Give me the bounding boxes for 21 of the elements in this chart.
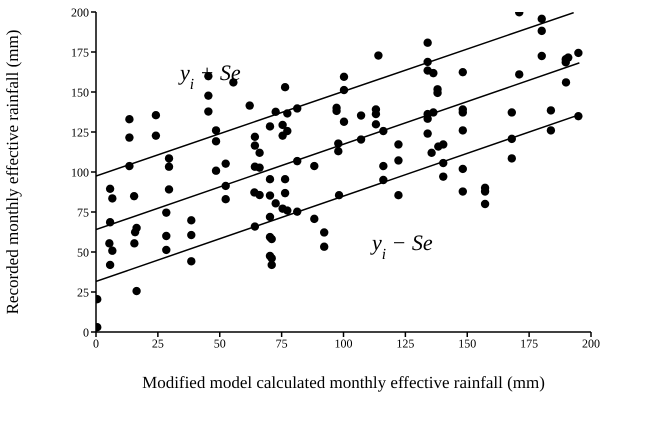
y-tick-label: 175	[71, 45, 89, 60]
y-tick-label: 75	[77, 205, 89, 220]
x-tick-label: 100	[334, 336, 352, 351]
y-tick-label: 0	[83, 325, 89, 340]
annotation: y$_{i}$ − Se	[370, 230, 433, 262]
x-tick-label: 75	[276, 336, 288, 351]
y-axis-title: Recorded monthly effective rainfall (mm)	[3, 30, 22, 314]
x-tick-label: 50	[214, 336, 226, 351]
y-tick-label: 125	[71, 125, 89, 140]
x-tick-label: 125	[396, 336, 414, 351]
y-tick-label: 100	[71, 165, 89, 180]
y-tick-label: 200	[71, 5, 89, 20]
y-tick-label: 150	[71, 85, 89, 100]
x-tick-label: 150	[458, 336, 476, 351]
x-tick-label: 200	[582, 336, 600, 351]
y-tick-label: 50	[77, 245, 89, 260]
x-tick-label: 175	[520, 336, 538, 351]
x-tick-label: 25	[152, 336, 164, 351]
x-tick-label: 0	[93, 336, 99, 351]
y-tick-label: 25	[77, 285, 89, 300]
x-axis-title: Modified model calculated monthly effective rainfall (mm)	[142, 373, 545, 392]
